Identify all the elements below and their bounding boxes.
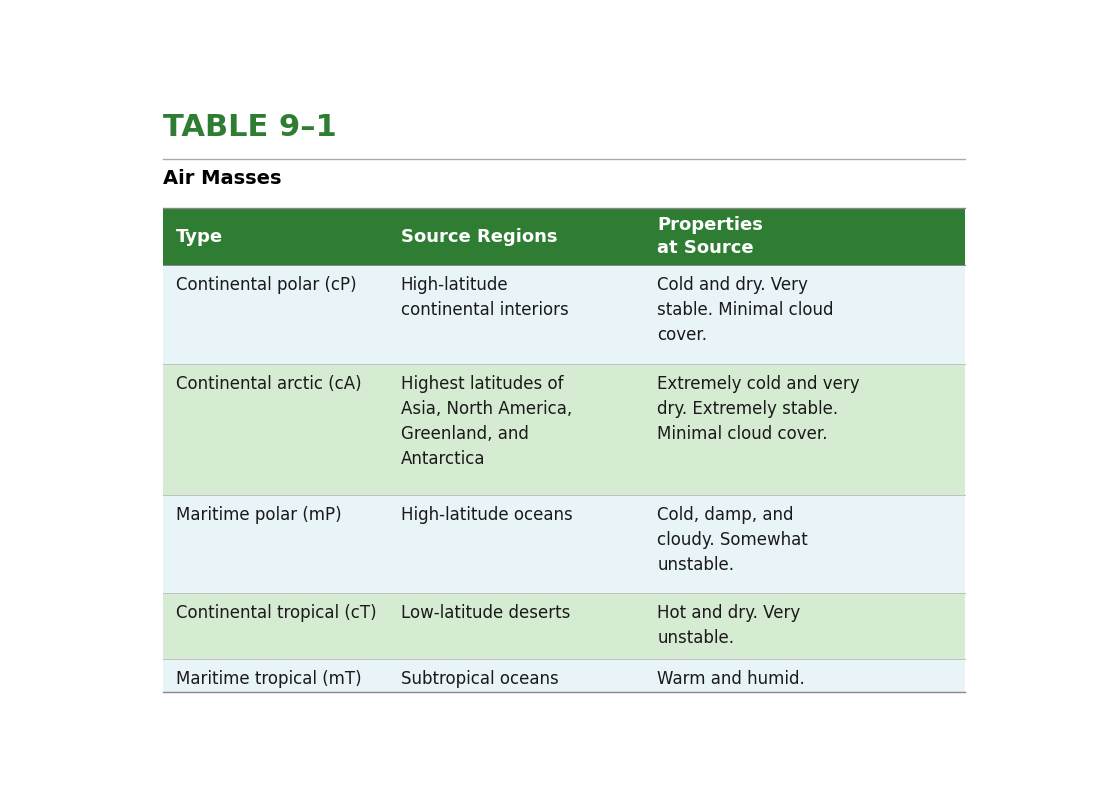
Text: Highest latitudes of
Asia, North America,
Greenland, and
Antarctica: Highest latitudes of Asia, North America… <box>401 375 571 467</box>
Text: Cold, damp, and
cloudy. Somewhat
unstable.: Cold, damp, and cloudy. Somewhat unstabl… <box>657 506 808 574</box>
Bar <box>163 593 966 659</box>
Bar <box>163 659 966 692</box>
Bar <box>163 364 966 495</box>
Text: Continental arctic (cA): Continental arctic (cA) <box>176 375 361 393</box>
Text: High-latitude
continental interiors: High-latitude continental interiors <box>401 276 568 320</box>
Text: Maritime polar (mP): Maritime polar (mP) <box>176 506 341 524</box>
Text: Properties
at Source: Properties at Source <box>657 216 763 257</box>
Text: High-latitude oceans: High-latitude oceans <box>401 506 573 524</box>
Text: Low-latitude deserts: Low-latitude deserts <box>401 604 570 623</box>
Text: Continental tropical (cT): Continental tropical (cT) <box>176 604 377 623</box>
Bar <box>163 495 966 593</box>
Text: TABLE 9–1: TABLE 9–1 <box>163 113 337 142</box>
Text: Cold and dry. Very
stable. Minimal cloud
cover.: Cold and dry. Very stable. Minimal cloud… <box>657 276 833 344</box>
Text: Warm and humid.: Warm and humid. <box>657 670 805 688</box>
Bar <box>163 266 966 364</box>
Bar <box>163 207 966 266</box>
Text: Type: Type <box>176 228 224 245</box>
Text: Air Masses: Air Masses <box>163 169 282 188</box>
Text: Extremely cold and very
dry. Extremely stable.
Minimal cloud cover.: Extremely cold and very dry. Extremely s… <box>657 375 860 443</box>
Text: Hot and dry. Very
unstable.: Hot and dry. Very unstable. <box>657 604 800 647</box>
Text: Subtropical oceans: Subtropical oceans <box>401 670 558 688</box>
Text: Continental polar (cP): Continental polar (cP) <box>176 276 357 294</box>
Text: Maritime tropical (mT): Maritime tropical (mT) <box>176 670 361 688</box>
Text: Source Regions: Source Regions <box>401 228 557 245</box>
